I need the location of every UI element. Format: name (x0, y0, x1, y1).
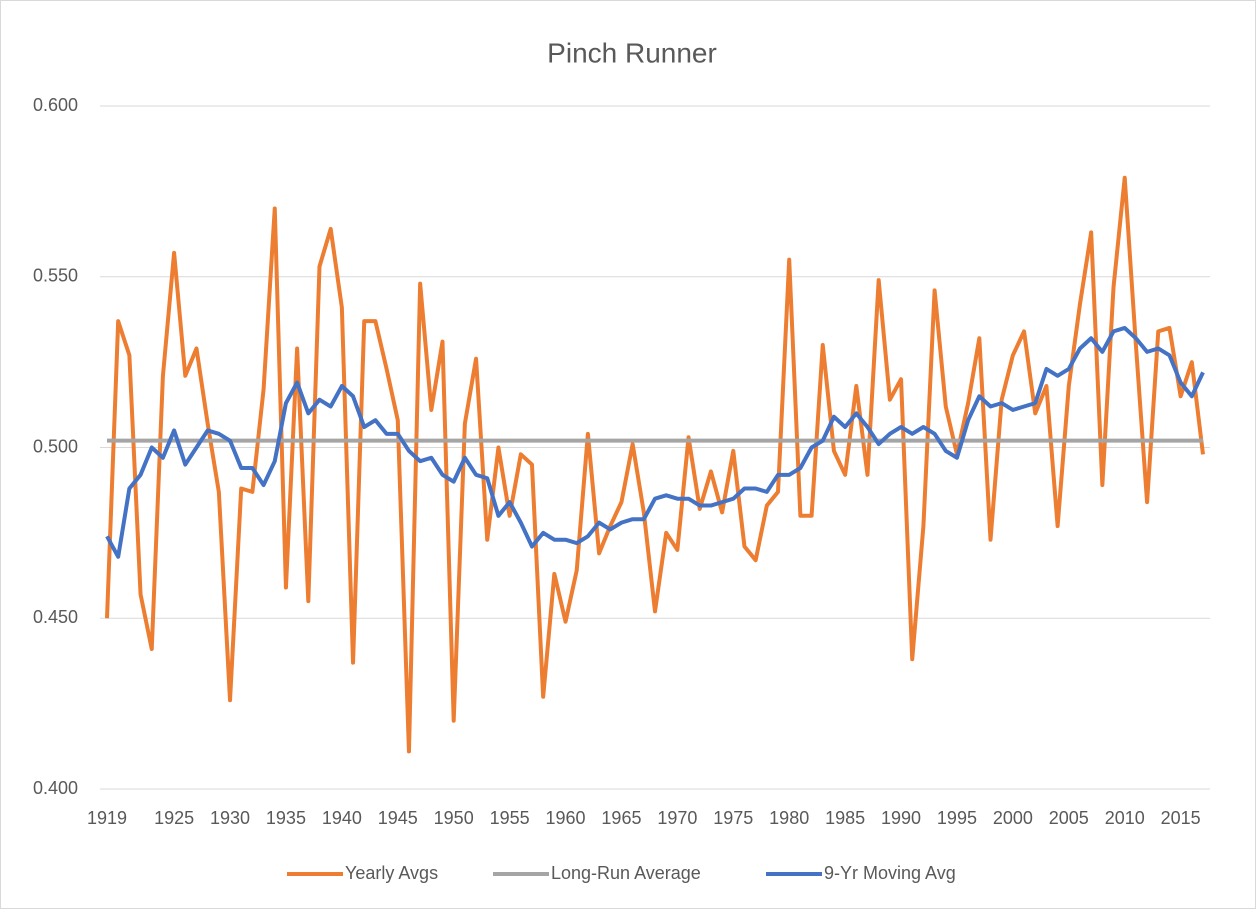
x-tick-label: 1945 (378, 808, 418, 828)
x-tick-label: 2010 (1105, 808, 1145, 828)
y-tick-label: 0.550 (33, 266, 78, 286)
x-tick-label: 1930 (210, 808, 250, 828)
x-tick-label: 1960 (546, 808, 586, 828)
legend-label: Yearly Avgs (345, 863, 438, 883)
x-tick-label: 1919 (87, 808, 127, 828)
x-tick-label: 2000 (993, 808, 1033, 828)
x-tick-label: 1995 (937, 808, 977, 828)
x-tick-label: 2015 (1161, 808, 1201, 828)
chart-title: Pinch Runner (547, 37, 717, 68)
y-tick-label: 0.450 (33, 607, 78, 627)
x-tick-label: 1985 (825, 808, 865, 828)
y-tick-label: 0.400 (33, 778, 78, 798)
legend-label: 9-Yr Moving Avg (824, 863, 956, 883)
series-line (105, 175, 1205, 754)
x-tick-label: 1950 (434, 808, 474, 828)
series-line (105, 325, 1205, 559)
x-tick-label: 1955 (490, 808, 530, 828)
x-tick-label: 1935 (266, 808, 306, 828)
x-tick-label: 1975 (713, 808, 753, 828)
y-tick-label: 0.500 (33, 436, 78, 456)
x-tick-label: 1980 (769, 808, 809, 828)
x-tick-label: 1990 (881, 808, 921, 828)
x-tick-label: 1970 (657, 808, 697, 828)
x-tick-label: 1925 (154, 808, 194, 828)
x-tick-label: 1940 (322, 808, 362, 828)
x-tick-label: 2005 (1049, 808, 1089, 828)
x-tick-label: 1965 (601, 808, 641, 828)
y-tick-label: 0.600 (33, 95, 78, 115)
legend-label: Long-Run Average (551, 863, 701, 883)
